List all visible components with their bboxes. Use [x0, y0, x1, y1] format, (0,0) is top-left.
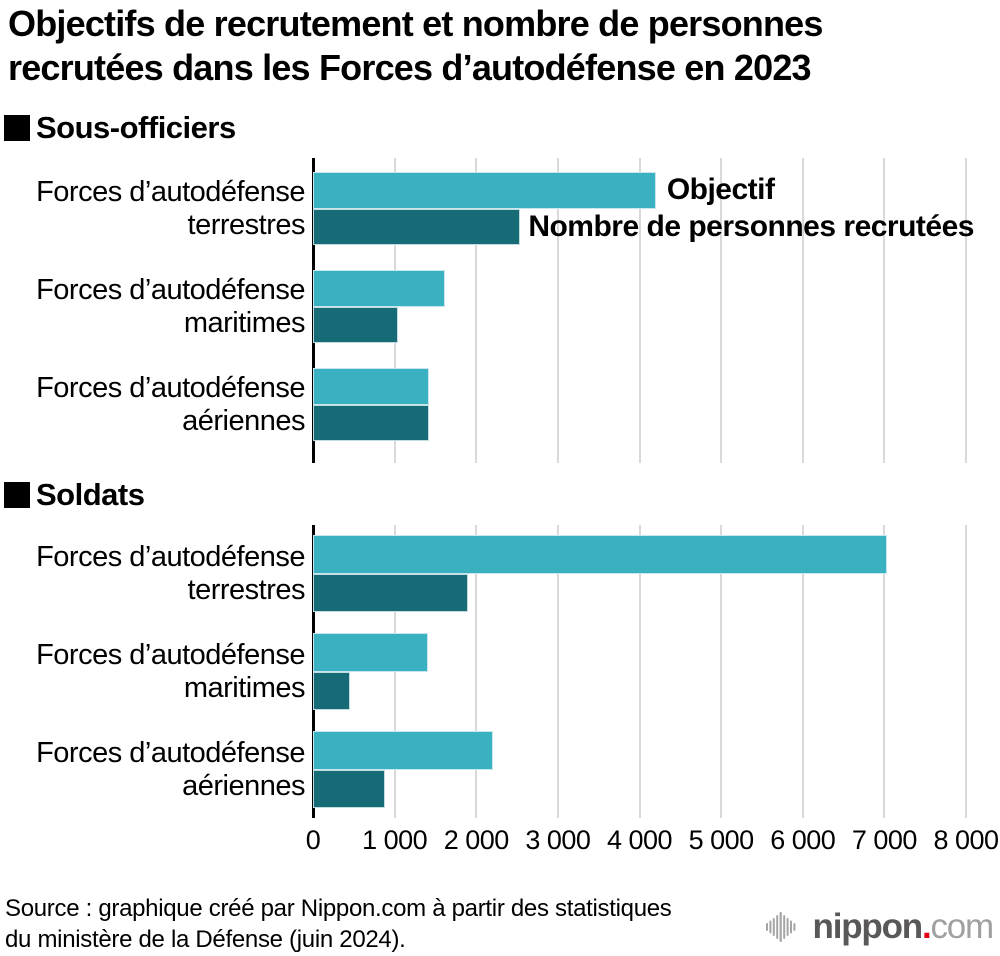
bar-objectif-1	[313, 270, 446, 307]
logo-text: nippon.com	[812, 907, 995, 947]
category-line-2: aériennes	[182, 404, 305, 437]
bar-objectif-1	[313, 633, 429, 672]
source-line-1: Source : graphique créé par Nippon.com à…	[5, 895, 672, 922]
x-tick-label: 4 000	[606, 825, 673, 855]
bar-recrues-1	[313, 671, 350, 710]
chart-soldats: Forces d’autodéfense terrestres Forces d’a…	[0, 525, 1000, 863]
category-line-1: Forces d’autodéfense	[36, 736, 305, 769]
logo-com-text: com	[930, 907, 994, 946]
gridline	[475, 158, 478, 463]
category-label: Forces d’autodéfense terrestres	[0, 176, 305, 242]
gridline	[965, 158, 967, 463]
gridline	[720, 525, 723, 818]
category-line-2: aériennes	[182, 769, 305, 802]
logo-nippon-text: nippon	[812, 907, 924, 946]
bar-recrues-2	[313, 404, 430, 441]
x-tick-label: 8 000	[933, 825, 999, 855]
gridline	[475, 525, 478, 818]
black-square-icon	[4, 115, 30, 141]
x-tick-label: 0	[305, 825, 321, 855]
gridline	[556, 158, 559, 463]
category-line-1: Forces d’autodéfense	[36, 638, 305, 671]
category-line-2: terrestres	[187, 208, 306, 241]
gridline	[965, 525, 967, 818]
bar-recrues-1	[313, 306, 398, 343]
gridline	[720, 158, 723, 463]
legend-recrues: Nombre de personnes recrutées	[528, 209, 974, 243]
gridline	[556, 525, 559, 818]
category-line-2: terrestres	[187, 573, 306, 606]
bar-recrues-2	[313, 769, 385, 808]
source-note: Source : graphique créé par Nippon.com à…	[5, 893, 672, 955]
x-tick-label: 6 000	[770, 825, 836, 855]
x-tick-label: 3 000	[525, 825, 591, 855]
category-line-1: Forces d’autodéfense	[36, 540, 305, 573]
section-header-sous-officiers: Sous-officiers	[4, 110, 236, 146]
x-tick-label: 5 000	[688, 825, 755, 855]
x-tick-label: 1 000	[362, 825, 428, 855]
gridline	[801, 158, 804, 463]
x-tick-label: 2 000	[443, 825, 510, 855]
title-line-1: Objectifs de recrutement et nombre de pe…	[8, 3, 823, 44]
nippon-logo: nippon.com	[765, 907, 995, 947]
soundwave-icon	[765, 912, 795, 942]
black-square-icon	[4, 482, 30, 508]
category-line-2: maritimes	[183, 306, 306, 339]
category-label: Forces d’autodéfense aériennes	[0, 737, 305, 803]
category-label: Forces d’autodéfense terrestres	[0, 541, 305, 607]
category-label: Forces d’autodéfense aériennes	[0, 372, 305, 438]
section-label: Sous-officiers	[36, 110, 236, 145]
bar-recrues-0	[313, 208, 521, 245]
gridline	[883, 525, 886, 818]
section-label: Soldats	[36, 477, 145, 512]
gridline	[638, 525, 641, 818]
source-line-2: du ministère de la Défense (juin 2024).	[5, 926, 406, 953]
gridline	[801, 525, 804, 818]
page-title: Objectifs de recrutement et nombre de pe…	[8, 2, 988, 90]
logo-dot: .	[921, 907, 932, 946]
category-label: Forces d’autodéfense maritimes	[0, 274, 305, 340]
category-line-1: Forces d’autodéfense	[36, 371, 305, 404]
title-line-2: recrutées dans les Forces d’autodéfense …	[8, 47, 812, 88]
gridline	[638, 158, 641, 463]
bar-objectif-2	[313, 368, 429, 405]
category-line-1: Forces d’autodéfense	[36, 175, 305, 208]
bar-recrues-0	[313, 573, 469, 612]
category-line-1: Forces d’autodéfense	[36, 273, 305, 306]
category-line-2: maritimes	[183, 671, 306, 704]
chart-sous-officiers: Forces d’autodéfense terrestres Forces d’a…	[0, 158, 1000, 463]
gridline	[883, 158, 886, 463]
x-tick-label: 7 000	[851, 825, 918, 855]
gridline	[393, 525, 396, 818]
bar-objectif-0	[313, 172, 656, 209]
bar-objectif-0	[313, 535, 887, 574]
bar-objectif-2	[313, 731, 493, 770]
category-label: Forces d’autodéfense maritimes	[0, 639, 305, 705]
section-header-soldats: Soldats	[4, 477, 145, 513]
legend-objectif: Objectif	[666, 173, 775, 207]
